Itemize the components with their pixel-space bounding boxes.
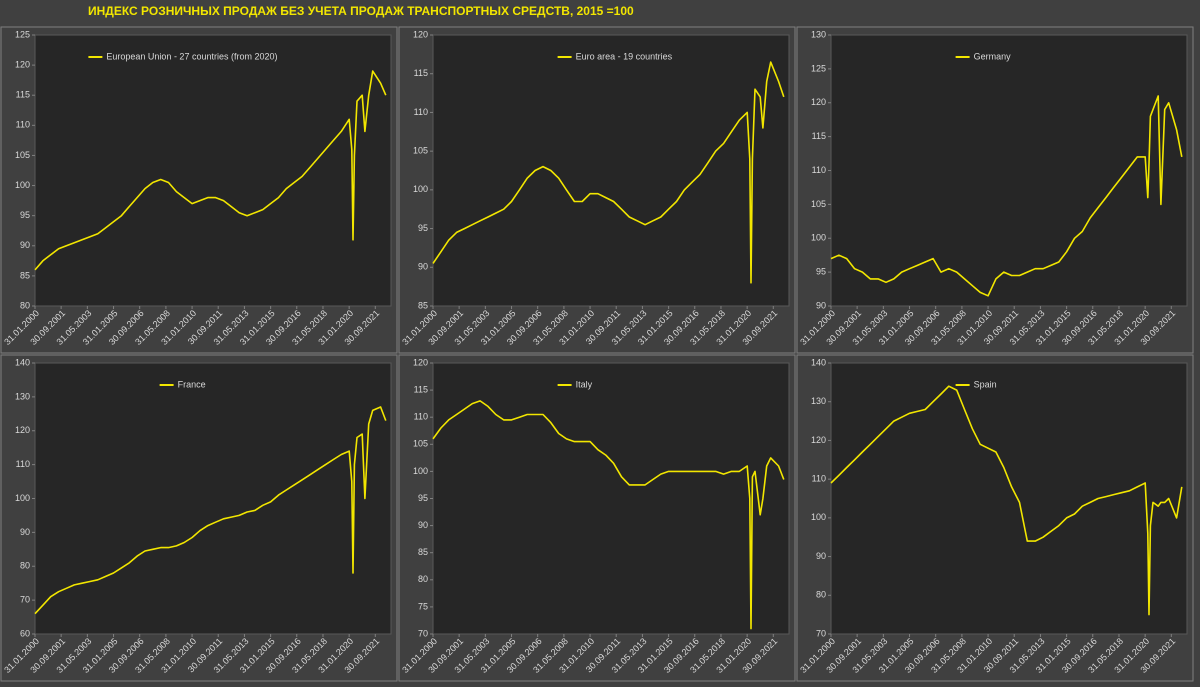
y-tick-label: 115 (812, 131, 826, 141)
plot-area (830, 34, 1188, 307)
legend-label: Germany (974, 51, 1012, 61)
y-tick-label: 70 (418, 628, 428, 638)
y-tick-label: 90 (20, 527, 30, 537)
y-tick-label: 95 (418, 223, 428, 233)
y-tick-label: 90 (418, 520, 428, 530)
y-tick-label: 130 (811, 29, 826, 39)
y-tick-label: 80 (418, 574, 428, 584)
legend-label: Euro area - 19 countries (576, 51, 673, 61)
y-tick-label: 100 (811, 233, 826, 243)
plot-area (432, 362, 790, 635)
y-tick-label: 110 (414, 107, 428, 117)
y-tick-label: 100 (413, 466, 428, 476)
y-tick-label: 80 (20, 561, 30, 571)
series-line (830, 95, 1183, 297)
y-tick-label: 80 (816, 590, 826, 600)
legend-label: Italy (576, 379, 593, 389)
y-tick-label: 85 (418, 547, 428, 557)
y-tick-label: 90 (816, 551, 826, 561)
y-tick-label: 90 (418, 262, 428, 272)
series-line (830, 385, 1183, 616)
y-tick-label: 110 (812, 165, 826, 175)
plot-area (34, 362, 392, 635)
y-tick-label: 105 (15, 150, 30, 160)
y-tick-label: 120 (413, 29, 428, 39)
y-tick-label: 110 (16, 120, 30, 130)
y-tick-label: 130 (15, 391, 30, 401)
y-tick-label: 60 (20, 628, 30, 638)
y-tick-label: 120 (811, 97, 826, 107)
plot-area (34, 34, 392, 307)
y-tick-label: 70 (20, 595, 30, 605)
y-tick-label: 140 (811, 357, 826, 367)
y-tick-label: 85 (20, 270, 30, 280)
series-line (432, 400, 785, 630)
y-tick-label: 100 (15, 493, 30, 503)
legend-label: France (178, 379, 206, 389)
y-tick-label: 110 (414, 412, 428, 422)
y-tick-label: 105 (811, 199, 826, 209)
series-line (432, 61, 785, 284)
y-tick-label: 115 (414, 68, 428, 78)
y-tick-label: 90 (816, 300, 826, 310)
y-tick-label: 130 (811, 396, 826, 406)
y-tick-label: 110 (812, 474, 826, 484)
y-tick-label: 115 (414, 384, 428, 394)
y-tick-label: 120 (15, 425, 30, 435)
y-tick-label: 100 (15, 180, 30, 190)
y-tick-label: 115 (16, 90, 30, 100)
legend-label: Spain (974, 379, 997, 389)
y-tick-label: 75 (418, 601, 428, 611)
y-tick-label: 120 (811, 435, 826, 445)
y-tick-label: 80 (20, 300, 30, 310)
y-tick-label: 125 (15, 29, 30, 39)
y-tick-label: 100 (811, 512, 826, 522)
y-tick-label: 120 (413, 357, 428, 367)
y-tick-label: 105 (413, 439, 428, 449)
y-tick-label: 95 (816, 267, 826, 277)
y-tick-label: 105 (413, 146, 428, 156)
y-tick-label: 95 (20, 210, 30, 220)
y-tick-label: 140 (15, 357, 30, 367)
y-tick-label: 95 (418, 493, 428, 503)
y-tick-label: 125 (811, 63, 826, 73)
series-line (34, 70, 387, 271)
plot-area (830, 362, 1188, 635)
y-tick-label: 110 (16, 459, 30, 469)
legend-label: European Union - 27 countries (from 2020… (106, 51, 277, 61)
y-tick-label: 85 (418, 300, 428, 310)
y-tick-label: 100 (413, 184, 428, 194)
page-title: ИНДЕКС РОЗНИЧНЫХ ПРОДАЖ БЕЗ УЧЕТА ПРОДАЖ… (88, 4, 634, 18)
y-tick-label: 90 (20, 240, 30, 250)
series-line (34, 406, 387, 615)
y-tick-label: 120 (15, 59, 30, 69)
y-tick-label: 70 (816, 628, 826, 638)
plot-area (432, 34, 790, 307)
